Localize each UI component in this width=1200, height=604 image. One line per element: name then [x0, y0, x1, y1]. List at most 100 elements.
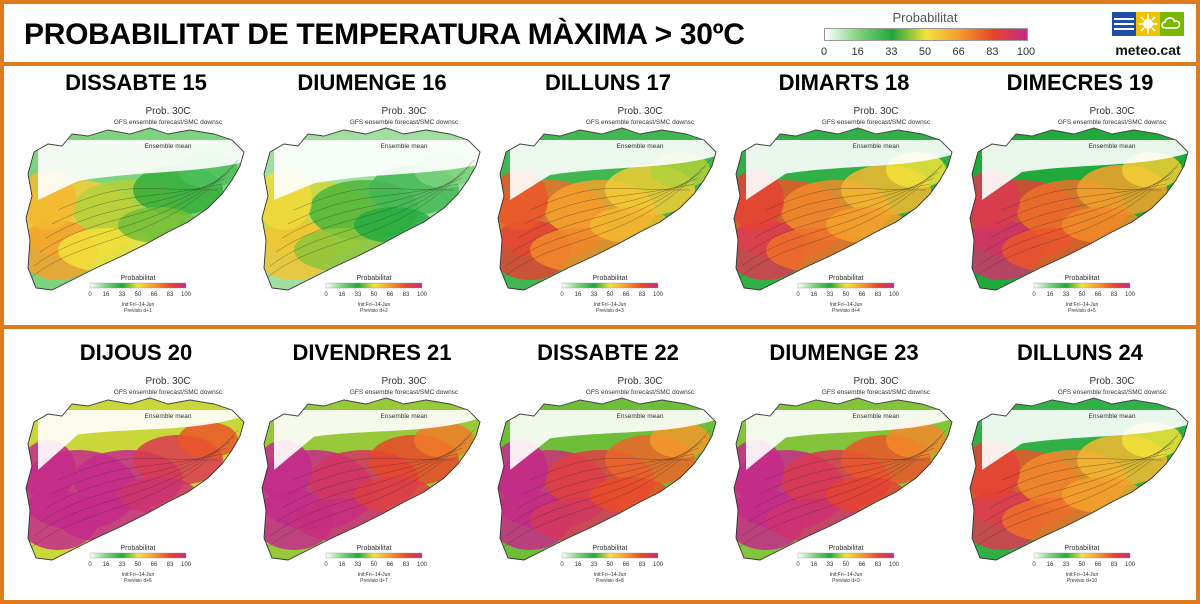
map-legend-tick: 16: [103, 562, 110, 568]
map-legend-tick: 83: [875, 562, 882, 568]
prob-label: Prob. 30C: [381, 106, 426, 117]
map-legend-tick: 100: [1125, 562, 1136, 568]
prob-label: Prob. 30C: [145, 106, 190, 117]
map-legend-title: Probabilitat: [592, 545, 627, 552]
forecast-panel: DILLUNS 24 Prob. 30C GFS ensemble forecast…: [962, 340, 1198, 600]
map-legend-bar: [325, 552, 423, 559]
map-legend-tick: 50: [371, 562, 378, 568]
map-legend-tick: 100: [417, 562, 428, 568]
map-legend-tick: 50: [371, 292, 378, 298]
map-legend-tick: 50: [135, 292, 142, 298]
map-legend-tick: 33: [827, 292, 834, 298]
map-legend-title: Probabilitat: [120, 275, 155, 282]
map-legend-tick: 16: [575, 292, 582, 298]
map-legend-tick: 100: [889, 562, 900, 568]
prob-label: Prob. 30C: [617, 376, 662, 387]
map-legend-tick: 33: [591, 292, 598, 298]
prob-label: Prob. 30C: [617, 106, 662, 117]
previsio-label: Previsio d+10: [1067, 578, 1098, 584]
catalonia-map: Prob. 30C GFS ensemble forecast/SMC downs…: [25, 106, 245, 314]
source-label: GFS ensemble forecast/SMC downsc: [822, 389, 931, 396]
probability-map: Prob. 30C GFS ensemble forecast/SMC downs…: [490, 100, 726, 324]
map-legend-tick: 33: [119, 562, 126, 568]
forecast-panel: DILLUNS 17 Prob. 30C GFS ensemble forecast…: [490, 70, 726, 330]
day-label: DIMARTS 18: [778, 70, 910, 95]
day-label: DISSABTE 22: [537, 340, 679, 365]
source-label: GFS ensemble forecast/SMC downsc: [350, 389, 459, 396]
map-legend-tick: 83: [1111, 562, 1118, 568]
map-legend-tick: 100: [889, 292, 900, 298]
prob-label: Prob. 30C: [1089, 376, 1134, 387]
map-legend-bar: [797, 552, 895, 559]
cloud-icon: [1160, 12, 1184, 36]
probability-map: Prob. 30C GFS ensemble forecast/SMC downs…: [726, 370, 962, 594]
probability-map: Prob. 30C GFS ensemble forecast/SMC downs…: [490, 370, 726, 594]
map-legend-tick: 0: [324, 292, 328, 298]
meteocat-logo: meteo.cat: [1108, 10, 1188, 60]
day-label: DILLUNS 24: [1017, 340, 1143, 365]
forecast-panel: DIMARTS 18 Prob. 30C GFS ensemble forecast…: [726, 70, 962, 330]
map-legend-tick: 83: [403, 292, 410, 298]
map-legend-tick: 66: [151, 562, 158, 568]
previsio-label: Previsio d+5: [1068, 308, 1096, 314]
probability-map: Prob. 30C GFS ensemble forecast/SMC downs…: [962, 370, 1198, 594]
map-legend-tick: 50: [843, 292, 850, 298]
ensemble-mean-label: Ensemble mean: [145, 143, 192, 150]
source-label: GFS ensemble forecast/SMC downsc: [1058, 119, 1167, 126]
catalonia-map: Prob. 30C GFS ensemble forecast/SMC downs…: [497, 106, 717, 314]
map-legend-bar: [1033, 552, 1131, 559]
ensemble-mean-label: Ensemble mean: [381, 143, 428, 150]
map-legend-tick: 16: [339, 562, 346, 568]
source-label: GFS ensemble forecast/SMC downsc: [1058, 389, 1167, 396]
forecast-panel: DIUMENGE 23 Prob. 30C GFS ensemble forecas…: [726, 340, 962, 600]
ensemble-mean-label: Ensemble mean: [853, 143, 900, 150]
legend-tick: 66: [952, 46, 965, 58]
row-divider: [4, 325, 1196, 329]
header: PROBABILITAT DE TEMPERATURA MÀXIMA > 30º…: [4, 4, 1196, 66]
previsio-label: Previsio d+9: [832, 578, 860, 584]
catalonia-map: Prob. 30C GFS ensemble forecast/SMC downs…: [733, 106, 953, 314]
init-label: Init:Fri--14-Jun: [830, 302, 863, 308]
map-legend-tick: 16: [811, 292, 818, 298]
init-label: Init:Fri--14-Jun: [830, 572, 863, 578]
forecast-panel: DIVENDRES 21 Prob. 30C GFS ensemble foreca…: [254, 340, 490, 600]
map-legend-tick: 33: [355, 292, 362, 298]
source-label: GFS ensemble forecast/SMC downsc: [114, 119, 223, 126]
map-legend-tick: 33: [591, 562, 598, 568]
map-legend-tick: 16: [339, 292, 346, 298]
probability-map: Prob. 30C GFS ensemble forecast/SMC downs…: [254, 370, 490, 594]
probability-map: Prob. 30C GFS ensemble forecast/SMC downs…: [962, 100, 1198, 324]
map-legend-tick: 83: [639, 292, 646, 298]
legend-ticks: 0 16 33 50 66 83 100: [816, 46, 1035, 60]
map-legend-tick: 100: [1125, 292, 1136, 298]
map-legend-bar: [89, 552, 187, 559]
ensemble-mean-label: Ensemble mean: [617, 143, 664, 150]
map-legend-tick: 0: [88, 292, 92, 298]
source-label: GFS ensemble forecast/SMC downsc: [586, 389, 695, 396]
map-legend-tick: 100: [653, 562, 664, 568]
map-legend-tick: 100: [181, 292, 192, 298]
map-legend-tick: 0: [324, 562, 328, 568]
map-legend-tick: 50: [607, 562, 614, 568]
sea-icon: [1112, 12, 1136, 36]
init-label: Init:Fri--14-Jun: [122, 302, 155, 308]
map-legend-title: Probabilitat: [1064, 275, 1099, 282]
init-label: Init:Fri--14-Jun: [358, 302, 391, 308]
prob-label: Prob. 30C: [853, 106, 898, 117]
map-legend-tick: 0: [560, 292, 564, 298]
day-label: DIVENDRES 21: [292, 340, 452, 365]
ensemble-mean-label: Ensemble mean: [853, 413, 900, 420]
map-legend-tick: 16: [103, 292, 110, 298]
map-legend-tick: 0: [796, 292, 800, 298]
map-legend-tick: 50: [1079, 562, 1086, 568]
day-label: DILLUNS 17: [545, 70, 671, 95]
init-label: Init:Fri--14-Jun: [358, 572, 391, 578]
map-legend-tick: 16: [1047, 292, 1054, 298]
map-legend-tick: 50: [607, 292, 614, 298]
previsio-label: Previsio d+6: [124, 578, 152, 584]
sun-icon: [1136, 12, 1160, 36]
init-label: Init:Fri--14-Jun: [122, 572, 155, 578]
map-legend-tick: 66: [623, 292, 630, 298]
legend-tick: 50: [918, 46, 932, 58]
